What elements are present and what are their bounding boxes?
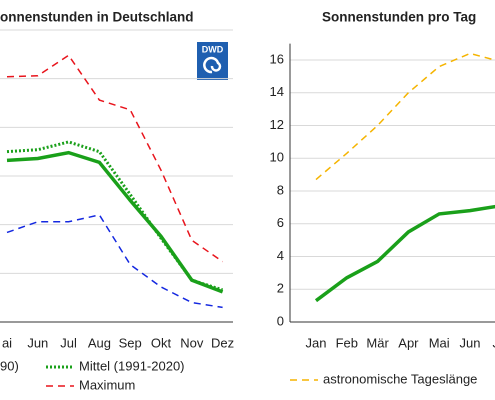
x-tick-label: Dez	[211, 335, 234, 350]
y-tick-label: 14	[270, 84, 284, 99]
x-tick-label: Jul	[60, 335, 77, 350]
x-tick-label: Apr	[398, 335, 419, 350]
y-tick-label: 10	[270, 150, 284, 165]
chart-title: onnenstunden in Deutschland	[0, 10, 194, 25]
x-tick-label: Aug	[88, 335, 111, 350]
y-tick-label: 4	[277, 248, 284, 263]
line-series	[315, 52, 495, 181]
x-tick-label: Jun	[460, 335, 481, 350]
x-tick-label: Sep	[119, 335, 142, 350]
x-tick-label: Mär	[366, 335, 389, 350]
legend-label: Mittel (1991-2020)	[79, 358, 185, 373]
legend-label: Maximum	[79, 377, 135, 392]
logo-swirl	[203, 56, 222, 74]
logo	[197, 42, 228, 80]
y-tick-label: 16	[270, 51, 284, 66]
x-tick-label: Jul	[492, 335, 495, 350]
x-tick-label: Feb	[336, 335, 358, 350]
y-tick-label: 8	[277, 182, 284, 197]
y-tick-label: 0	[277, 313, 284, 328]
x-tick-label: Okt	[151, 335, 172, 350]
x-tick-label: Jun	[27, 335, 48, 350]
line-series	[6, 214, 223, 309]
line-series	[6, 140, 224, 292]
x-tick-label: Mai	[429, 335, 450, 350]
logo-text: DWD	[202, 44, 224, 54]
y-tick-label: 2	[277, 281, 284, 296]
legend-label: astronomische Tageslänge	[323, 371, 477, 386]
x-tick-label: Nov	[180, 335, 204, 350]
x-tick-label: Jan	[306, 335, 327, 350]
y-tick-label: 6	[277, 215, 284, 230]
chart-title: Sonnenstunden pro Tag	[322, 10, 476, 25]
line-series	[6, 54, 224, 263]
line-series	[314, 204, 495, 303]
y-tick-label: 12	[270, 117, 284, 132]
legend-label: 90)	[0, 358, 19, 373]
x-tick-label: ai	[2, 335, 12, 350]
